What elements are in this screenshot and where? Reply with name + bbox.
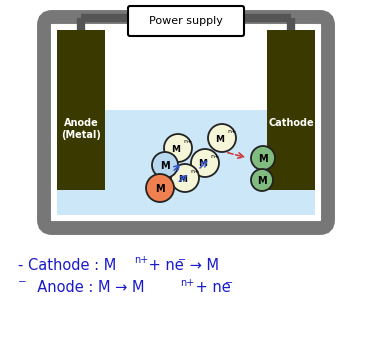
Circle shape (251, 169, 273, 191)
Text: M: M (198, 159, 207, 168)
FancyBboxPatch shape (128, 6, 244, 36)
Circle shape (171, 164, 199, 192)
Text: M: M (172, 144, 181, 154)
Text: n+: n+ (227, 129, 236, 134)
Text: n+: n+ (210, 154, 219, 159)
Text: −: − (18, 277, 27, 287)
Text: → M: → M (185, 258, 219, 272)
Text: −: − (225, 278, 233, 288)
Circle shape (251, 146, 275, 170)
Circle shape (146, 174, 174, 202)
Text: Anode : M → M: Anode : M → M (28, 281, 144, 296)
Text: M: M (257, 176, 267, 186)
Text: + ne: + ne (144, 258, 184, 272)
Text: n+: n+ (180, 278, 194, 288)
Bar (57, 110, 315, 215)
Text: n+: n+ (183, 139, 192, 144)
Circle shape (191, 149, 219, 177)
Text: M: M (216, 134, 225, 143)
Bar (267, 30, 315, 190)
Circle shape (164, 134, 192, 162)
Text: Anode
(Metal): Anode (Metal) (61, 118, 101, 140)
Text: Cathode: Cathode (268, 118, 314, 128)
Text: M: M (160, 161, 170, 171)
Text: + ne: + ne (191, 281, 231, 296)
Text: n+: n+ (190, 169, 199, 174)
Circle shape (152, 152, 178, 178)
Text: - Cathode : M: - Cathode : M (18, 258, 116, 272)
Circle shape (208, 124, 236, 152)
Bar (57, 30, 105, 190)
Text: n+: n+ (134, 255, 148, 265)
Text: M: M (179, 175, 188, 184)
Text: −: − (178, 255, 186, 265)
Text: M: M (258, 154, 268, 164)
Text: Power supply: Power supply (149, 16, 223, 26)
Text: M: M (155, 184, 165, 194)
